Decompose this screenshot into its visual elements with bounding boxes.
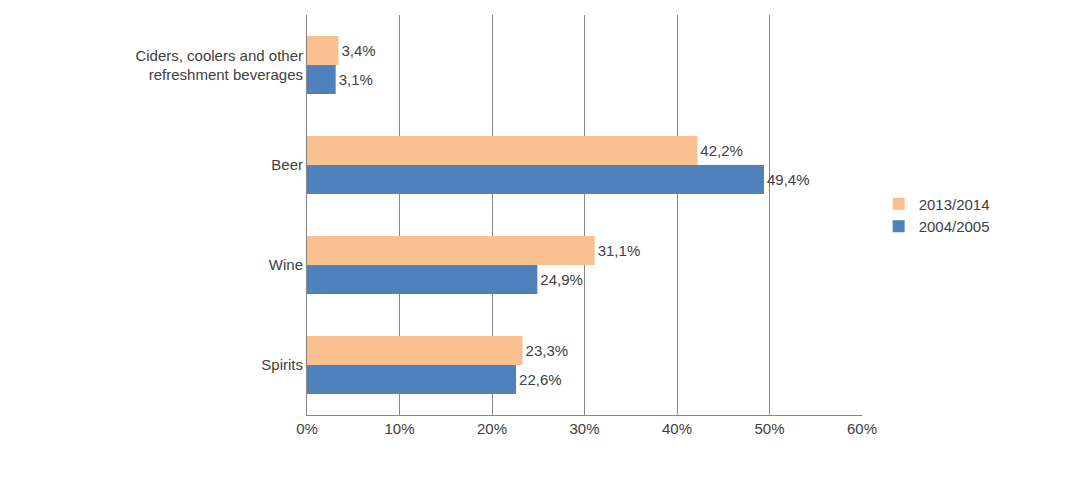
svg-text:3,4%: 3,4% [341,42,375,59]
svg-text:Ciders, coolers and otherrefre: Ciders, coolers and otherrefreshment bev… [135,47,303,84]
svg-text:20%: 20% [477,420,507,437]
svg-text:Wine: Wine [269,256,303,273]
svg-text:2004/2005: 2004/2005 [919,218,990,235]
svg-text:2013/2014: 2013/2014 [919,196,990,213]
svg-text:31,1%: 31,1% [598,242,641,259]
svg-text:3,1%: 3,1% [339,71,373,88]
svg-text:23,3%: 23,3% [526,342,569,359]
svg-text:42,2%: 42,2% [700,142,743,159]
svg-text:50%: 50% [754,420,784,437]
svg-text:24,9%: 24,9% [540,271,583,288]
svg-text:40%: 40% [662,420,692,437]
svg-text:49,4%: 49,4% [767,171,810,188]
svg-text:Spirits: Spirits [261,356,303,373]
svg-text:60%: 60% [847,420,877,437]
svg-text:0%: 0% [296,420,318,437]
svg-text:10%: 10% [384,420,414,437]
svg-text:30%: 30% [569,420,599,437]
svg-text:22,6%: 22,6% [519,371,562,388]
svg-text:Beer: Beer [271,156,303,173]
